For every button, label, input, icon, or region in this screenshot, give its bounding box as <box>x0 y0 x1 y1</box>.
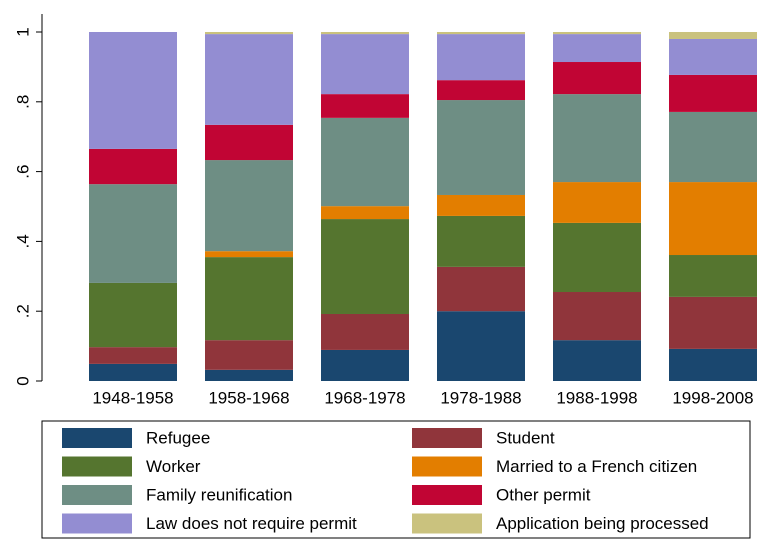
bar-segment <box>205 369 293 381</box>
bar-segment <box>669 111 757 183</box>
bar-segment <box>321 206 409 220</box>
bar-segment <box>321 219 409 314</box>
bar-segment <box>553 94 641 183</box>
bar-segment <box>205 124 293 161</box>
bar-segment <box>669 74 757 112</box>
bar-segment <box>89 32 177 149</box>
y-tick-label: 1 <box>13 27 32 36</box>
bar-segment <box>437 215 525 267</box>
bar-segment <box>205 34 293 125</box>
bar-segment <box>669 32 757 39</box>
legend-swatch <box>412 485 482 505</box>
bar-segment <box>205 251 293 258</box>
bar-segment <box>205 160 293 252</box>
x-tick-label: 1968-1978 <box>324 388 405 407</box>
y-tick-label: .4 <box>13 234 32 248</box>
bar-segment <box>553 32 641 35</box>
bar-segment <box>437 32 525 35</box>
bar-segment <box>321 313 409 350</box>
x-tick-label: 1988-1998 <box>556 388 637 407</box>
legend-swatch <box>62 428 132 448</box>
legend-label: Application being processed <box>496 514 709 533</box>
legend-swatch <box>62 456 132 477</box>
y-tick-label: .2 <box>13 304 32 318</box>
bar-segment <box>205 340 293 370</box>
bar-segment <box>89 363 177 381</box>
bar-segment <box>437 100 525 195</box>
bar-segment <box>321 117 409 207</box>
bar-segment <box>553 182 641 223</box>
bar-segment <box>553 34 641 63</box>
bar-segment <box>437 34 525 81</box>
legend-label: Married to a French citizen <box>496 457 697 476</box>
bar-segment <box>321 94 409 118</box>
legend-label: Other permit <box>496 485 591 504</box>
bar-segment <box>553 292 641 341</box>
legend-swatch <box>62 485 132 505</box>
bar-segment <box>669 296 757 349</box>
x-tick-label: 1978-1988 <box>440 388 521 407</box>
x-tick-label: 1958-1968 <box>208 388 289 407</box>
bar-segment <box>553 222 641 293</box>
bar-segment <box>321 34 409 95</box>
bar-segment <box>669 182 757 256</box>
legend-swatch <box>412 428 482 448</box>
bar-segment <box>669 38 757 75</box>
bar-segment <box>89 184 177 283</box>
x-tick-label: 1998-2008 <box>672 388 753 407</box>
y-tick-label: 0 <box>13 376 32 385</box>
legend-swatch <box>412 456 482 477</box>
bar-segment <box>205 257 293 341</box>
bar-segment <box>437 194 525 216</box>
legend-label: Law does not require permit <box>146 514 357 533</box>
bar-segment <box>205 32 293 35</box>
bar-segment <box>553 62 641 95</box>
legend-swatch <box>412 513 482 534</box>
legend-label: Student <box>496 428 555 447</box>
legend-label: Worker <box>146 457 201 476</box>
bar-segment <box>89 148 177 185</box>
x-tick-label: 1948-1958 <box>92 388 173 407</box>
legend-label: Family reunification <box>146 485 292 504</box>
bar-segment <box>437 311 525 381</box>
bar-segment <box>553 340 641 381</box>
bar-segment <box>89 282 177 348</box>
bar-segment <box>89 347 177 364</box>
legend-box <box>41 420 751 539</box>
bar-segment <box>321 349 409 381</box>
bar-segment <box>437 266 525 312</box>
bar-segment <box>321 32 409 35</box>
bar-segment <box>669 255 757 297</box>
legend-label: Refugee <box>146 428 210 447</box>
legend-swatch <box>62 513 132 534</box>
y-tick-label: .8 <box>13 95 32 109</box>
y-tick-label: .6 <box>13 165 32 179</box>
bar-segment <box>669 348 757 381</box>
bar-segment <box>437 80 525 101</box>
